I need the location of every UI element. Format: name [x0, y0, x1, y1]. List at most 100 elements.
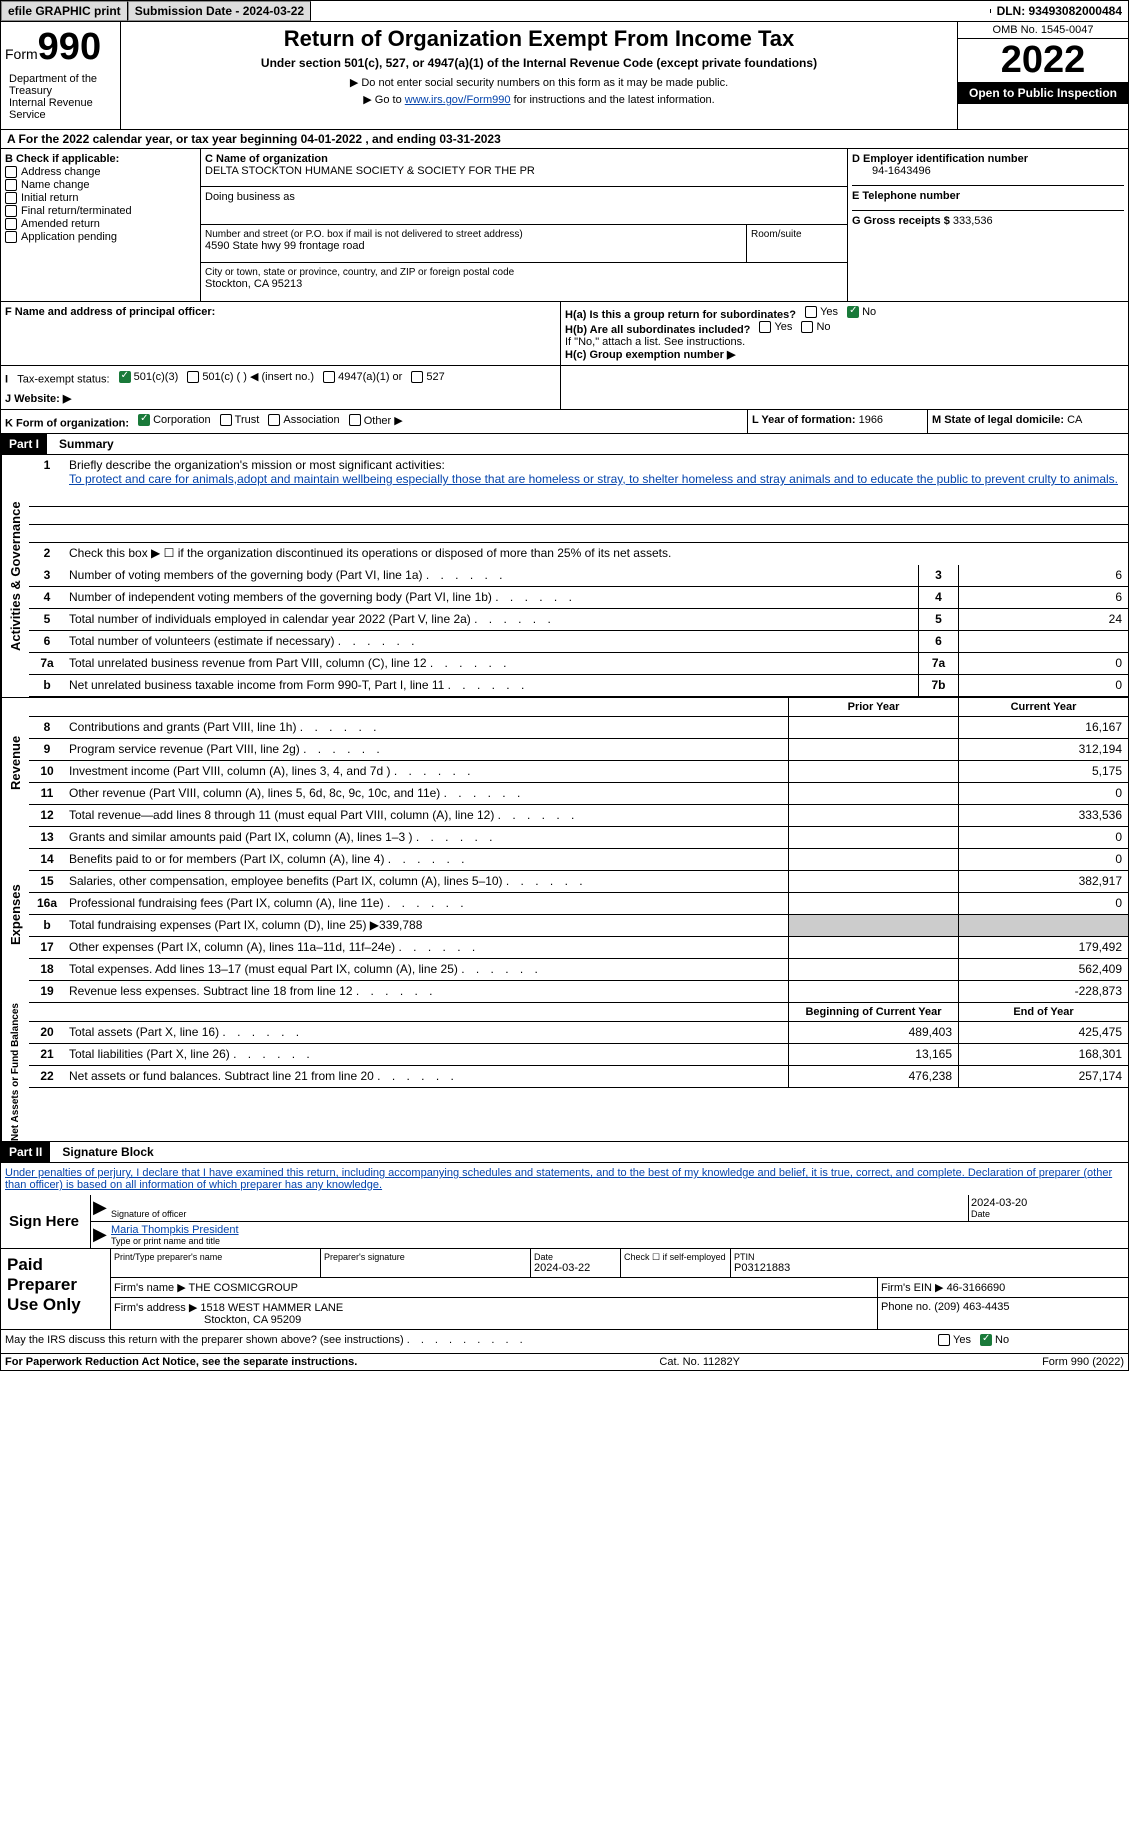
chk-pending[interactable]: [5, 231, 17, 243]
table-row: 3Number of voting members of the governi…: [29, 565, 1128, 587]
open-to-public: Open to Public Inspection: [958, 82, 1128, 104]
chk-trust[interactable]: [220, 414, 232, 426]
form-note1: ▶ Do not enter social security numbers o…: [125, 76, 953, 89]
footer: For Paperwork Reduction Act Notice, see …: [0, 1354, 1129, 1371]
department: Department of the Treasury Internal Reve…: [5, 69, 116, 125]
gross-receipts: 333,536: [953, 215, 993, 227]
form-note2: ▶ Go to www.irs.gov/Form990 for instruct…: [125, 93, 953, 106]
firm-address: 1518 WEST HAMMER LANE: [200, 1302, 343, 1314]
dln-label: DLN: 93493082000484: [991, 2, 1128, 20]
irs-link[interactable]: www.irs.gov/Form990: [405, 94, 511, 106]
street-address: 4590 State hwy 99 frontage road: [205, 240, 742, 252]
paid-preparer-label: Paid Preparer Use Only: [1, 1249, 111, 1329]
box-b: B Check if applicable: Address change Na…: [1, 149, 201, 301]
sign-block: Sign Here ▶ Signature of officer 2024-03…: [0, 1195, 1129, 1249]
table-row: 7aTotal unrelated business revenue from …: [29, 653, 1128, 675]
efile-print-button[interactable]: efile GRAPHIC print: [1, 1, 128, 21]
table-row: 15Salaries, other compensation, employee…: [29, 871, 1128, 893]
chk-hb-no[interactable]: [801, 321, 813, 333]
chk-hb-yes[interactable]: [759, 321, 771, 333]
state-domicile: CA: [1067, 414, 1082, 426]
chk-final-return[interactable]: [5, 205, 17, 217]
chk-assoc[interactable]: [268, 414, 280, 426]
table-row: 11Other revenue (Part VIII, column (A), …: [29, 783, 1128, 805]
table-row: 12Total revenue—add lines 8 through 11 (…: [29, 805, 1128, 827]
table-row: 19Revenue less expenses. Subtract line 1…: [29, 981, 1128, 1003]
sig-date: 2024-03-20: [971, 1197, 1126, 1209]
chk-501c3[interactable]: [119, 371, 131, 383]
table-row: 9Program service revenue (Part VIII, lin…: [29, 739, 1128, 761]
table-row: 16aProfessional fundraising fees (Part I…: [29, 893, 1128, 915]
firm-name: THE COSMICGROUP: [189, 1282, 298, 1294]
table-row: 20Total assets (Part X, line 16) . . . .…: [29, 1022, 1128, 1044]
table-row: 13Grants and similar amounts paid (Part …: [29, 827, 1128, 849]
section-a-tax-year: A For the 2022 calendar year, or tax yea…: [0, 130, 1129, 149]
table-row: 17Other expenses (Part IX, column (A), l…: [29, 937, 1128, 959]
tax-year: 2022: [958, 39, 1128, 82]
table-row: 18Total expenses. Add lines 13–17 (must …: [29, 959, 1128, 981]
part1-header: Part ISummary: [0, 434, 1129, 455]
table-row: 10Investment income (Part VIII, column (…: [29, 761, 1128, 783]
table-row: bNet unrelated business taxable income f…: [29, 675, 1128, 697]
chk-527[interactable]: [411, 371, 423, 383]
org-name: DELTA STOCKTON HUMANE SOCIETY & SOCIETY …: [205, 165, 843, 177]
box-k-row: K Form of organization: Corporation Trus…: [0, 410, 1129, 435]
table-row: 8Contributions and grants (Part VIII, li…: [29, 717, 1128, 739]
form-title: Return of Organization Exempt From Incom…: [125, 26, 953, 52]
part1-revenue: Revenue Prior YearCurrent Year 8Contribu…: [0, 697, 1129, 827]
table-row: 14Benefits paid to or for members (Part …: [29, 849, 1128, 871]
chk-initial-return[interactable]: [5, 192, 17, 204]
header-boxes: B Check if applicable: Address change Na…: [0, 149, 1129, 302]
box-f-h-row: F Name and address of principal officer:…: [0, 302, 1129, 366]
table-row: 6Total number of volunteers (estimate if…: [29, 631, 1128, 653]
chk-irs-yes[interactable]: [938, 1334, 950, 1346]
city-state-zip: Stockton, CA 95213: [205, 278, 843, 290]
tax-status-row: I Tax-exempt status: 501(c)(3) 501(c) ( …: [0, 366, 1129, 410]
penalties-text: Under penalties of perjury, I declare th…: [0, 1163, 1129, 1195]
table-row: 5Total number of individuals employed in…: [29, 609, 1128, 631]
side-activities: Activities & Governance: [1, 455, 29, 697]
arrow-icon: ▶: [91, 1195, 109, 1221]
may-irs-row: May the IRS discuss this return with the…: [0, 1330, 1129, 1354]
table-row: bTotal fundraising expenses (Part IX, co…: [29, 915, 1128, 937]
firm-ein: 46-3166690: [947, 1282, 1006, 1294]
part2-header: Part IISignature Block: [0, 1141, 1129, 1163]
form-label: Form: [5, 46, 38, 62]
chk-name-change[interactable]: [5, 179, 17, 191]
part1-netassets: Net Assets or Fund Balances Beginning of…: [0, 1003, 1129, 1141]
chk-other[interactable]: [349, 414, 361, 426]
chk-irs-no[interactable]: [980, 1334, 992, 1346]
mission-text: To protect and care for animals,adopt an…: [69, 472, 1118, 486]
chk-ha-no[interactable]: [847, 306, 859, 318]
side-expenses: Expenses: [1, 827, 29, 1003]
ptin: P03121883: [734, 1262, 1125, 1274]
form-header: Form990 Department of the Treasury Inter…: [0, 22, 1129, 130]
table-row: 4Number of independent voting members of…: [29, 587, 1128, 609]
table-row: 21Total liabilities (Part X, line 26) . …: [29, 1044, 1128, 1066]
chk-ha-yes[interactable]: [805, 306, 817, 318]
box-c: C Name of organization DELTA STOCKTON HU…: [201, 149, 848, 301]
prep-date: 2024-03-22: [534, 1262, 617, 1274]
form-number: 990: [38, 26, 101, 68]
year-formation: 1966: [859, 414, 883, 426]
chk-amended[interactable]: [5, 218, 17, 230]
chk-address-change[interactable]: [5, 166, 17, 178]
arrow-icon: ▶: [91, 1222, 109, 1248]
chk-4947[interactable]: [323, 371, 335, 383]
box-d: D Employer identification number 94-1643…: [848, 149, 1128, 301]
firm-phone: (209) 463-4435: [934, 1301, 1009, 1313]
paid-preparer-block: Paid Preparer Use Only Print/Type prepar…: [0, 1249, 1129, 1330]
ein: 94-1643496: [872, 165, 1124, 177]
chk-corp[interactable]: [138, 414, 150, 426]
officer-name: Maria Thompkis President: [111, 1224, 1126, 1236]
form-subtitle: Under section 501(c), 527, or 4947(a)(1)…: [125, 56, 953, 70]
side-netassets: Net Assets or Fund Balances: [1, 1003, 29, 1141]
submission-date: Submission Date - 2024-03-22: [128, 1, 311, 21]
table-row: 22Net assets or fund balances. Subtract …: [29, 1066, 1128, 1088]
chk-501c[interactable]: [187, 371, 199, 383]
part1-expenses: Expenses 13Grants and similar amounts pa…: [0, 827, 1129, 1003]
sign-here-label: Sign Here: [1, 1195, 91, 1248]
omb-number: OMB No. 1545-0047: [958, 22, 1128, 39]
top-bar: efile GRAPHIC print Submission Date - 20…: [0, 0, 1129, 22]
part1-body: Activities & Governance 1 Briefly descri…: [0, 455, 1129, 697]
